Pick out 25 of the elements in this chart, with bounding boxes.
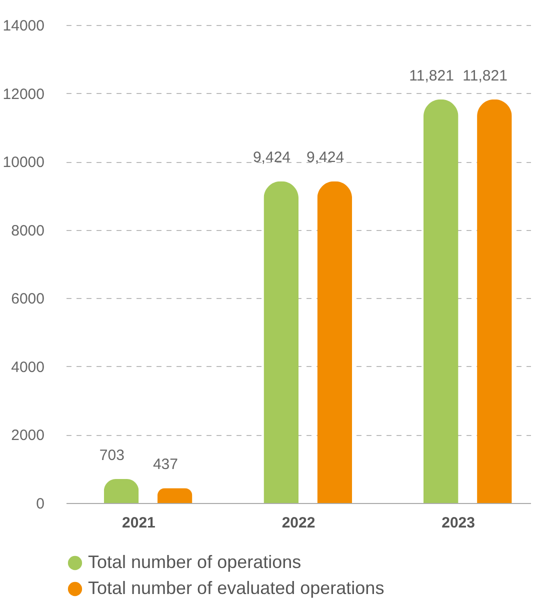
data-label: 11,821 [409, 67, 454, 84]
y-tick-label: 4000 [11, 358, 44, 376]
y-tick-label: 8000 [11, 222, 44, 240]
legend-label: Total number of operations [88, 552, 302, 572]
y-tick-label: 6000 [11, 290, 44, 308]
data-label: 9,424 [252, 149, 291, 166]
bar [157, 488, 192, 503]
bar [264, 181, 298, 503]
bar [104, 479, 139, 503]
data-label: 703 [99, 447, 124, 464]
y-tick-label: 0 [36, 496, 44, 512]
data-label: 9,424 [306, 149, 344, 166]
y-tick-label: 2000 [11, 427, 44, 444]
x-tick-label: 2022 [282, 514, 316, 532]
bar [477, 99, 512, 503]
y-tick-label: 14000 [2, 18, 44, 34]
legend-label: Total number of evaluated operations [88, 578, 384, 598]
bar [317, 181, 352, 503]
data-label: 11,821 [462, 67, 508, 84]
y-tick-label: 10000 [2, 154, 44, 172]
x-tick-label: 2021 [122, 514, 156, 532]
y-tick-label: 12000 [2, 86, 44, 103]
bar [424, 99, 458, 503]
data-label: 437 [152, 456, 178, 474]
x-tick-label: 2023 [442, 514, 475, 532]
